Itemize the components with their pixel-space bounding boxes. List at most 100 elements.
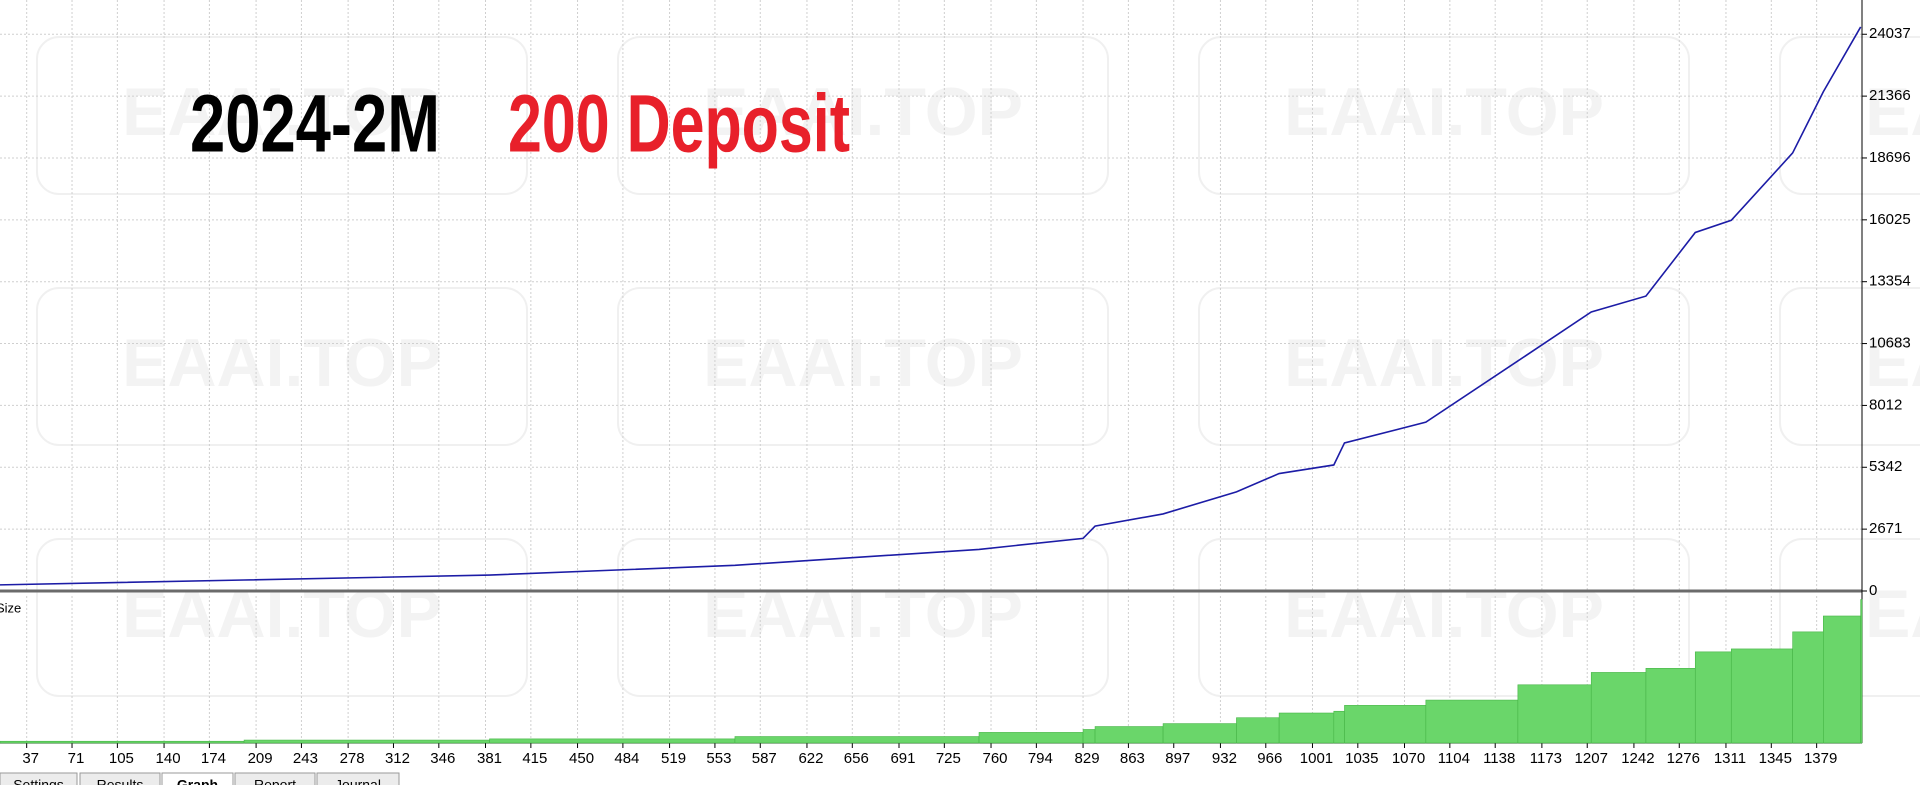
x-tick-label: 346 xyxy=(430,750,455,767)
watermark: EAAI.TOP xyxy=(122,576,442,652)
size-bar xyxy=(1792,631,1824,744)
size-bar xyxy=(1278,712,1335,744)
x-tick-label: 1173 xyxy=(1530,750,1562,767)
watermarks: EAAI.TOP EAAI.TOP EAAI.TOP EAAI.TOP EAAI.TOP… xyxy=(36,36,1920,697)
x-tick-label: 1035 xyxy=(1345,750,1378,767)
x-tick-label: 1379 xyxy=(1804,750,1837,767)
size-bar xyxy=(1730,648,1793,744)
x-tick-label: 1207 xyxy=(1575,750,1608,767)
y-tick-label: 8012 xyxy=(1869,396,1902,413)
y-tick-label: 13354 xyxy=(1869,273,1911,290)
equity-line xyxy=(0,26,1862,586)
watermark: EAAI.TOP xyxy=(1865,74,1920,150)
x-tick-label: 519 xyxy=(661,750,686,767)
y-tick-label: 21366 xyxy=(1869,87,1911,104)
x-tick-label: 71 xyxy=(68,750,85,767)
x-tick-label: 450 xyxy=(569,750,594,767)
x-tick-label: 1001 xyxy=(1300,750,1333,767)
size-bar xyxy=(1236,717,1280,744)
title-annotation: 200 Deposit xyxy=(508,79,850,170)
x-tick-label: 37 xyxy=(22,750,39,767)
size-bar xyxy=(1425,699,1519,744)
tab-label[interactable]: Settings xyxy=(13,777,64,785)
size-bar xyxy=(1823,615,1861,744)
tab[interactable] xyxy=(0,772,78,785)
tab-label[interactable]: Graph xyxy=(177,777,218,785)
size-bar xyxy=(1082,729,1096,744)
watermark: EAAI.TOP xyxy=(703,325,1023,401)
x-tick-label: 1104 xyxy=(1438,750,1470,767)
watermark-box xyxy=(1198,287,1690,446)
x-tick-label: 760 xyxy=(983,750,1008,767)
size-bar xyxy=(1094,726,1164,744)
x-tick-label: 1070 xyxy=(1392,750,1425,767)
x-tick-label: 587 xyxy=(752,750,777,767)
size-bar xyxy=(1333,710,1345,744)
x-tick-label: 174 xyxy=(201,750,226,767)
y-tick-label: 18696 xyxy=(1869,149,1911,166)
tab-label[interactable]: Report xyxy=(254,777,296,785)
y-tick-label: 5342 xyxy=(1869,458,1902,475)
tab-label[interactable]: Results xyxy=(97,777,144,785)
tab[interactable] xyxy=(161,772,234,785)
x-tick-label: 278 xyxy=(340,750,365,767)
x-tick-label: 691 xyxy=(890,750,915,767)
watermark-box xyxy=(1779,538,1920,697)
x-tick-label: 312 xyxy=(385,750,410,767)
size-bar xyxy=(489,738,736,744)
tab-label[interactable]: Journal xyxy=(335,777,381,785)
watermark-box xyxy=(1779,36,1920,195)
y-tick-label: 16025 xyxy=(1869,211,1911,228)
tab[interactable] xyxy=(316,772,400,785)
x-tick-label: 656 xyxy=(844,750,869,767)
x-tick-label: 863 xyxy=(1120,750,1145,767)
size-bar xyxy=(734,736,980,744)
tab-bar: Settings Results Graph Report Journal xyxy=(0,772,400,785)
x-tick-label: 1345 xyxy=(1759,750,1792,767)
watermark: EAAI.TOP xyxy=(122,325,442,401)
x-tick-label: 932 xyxy=(1212,750,1237,767)
x-tick-label: 140 xyxy=(156,750,181,767)
watermark-box xyxy=(36,538,528,697)
watermark-box xyxy=(36,287,528,446)
size-bar xyxy=(1860,599,1863,744)
watermark: EAAI.TOP xyxy=(703,576,1023,652)
watermark: EAAI.TOP xyxy=(1865,325,1920,401)
watermark-box xyxy=(617,287,1109,446)
watermark: EAAI.TOP xyxy=(122,74,442,150)
title-annotation: 2024-2M xyxy=(190,79,440,170)
watermark: EAAI.TOP xyxy=(1284,325,1604,401)
x-tick-label: 105 xyxy=(109,750,134,767)
x-tick-label: 209 xyxy=(248,750,273,767)
y-tick-label: 0 xyxy=(1869,582,1877,599)
watermark-box xyxy=(1198,538,1690,697)
x-tick-label: 725 xyxy=(936,750,961,767)
x-tick-label: 794 xyxy=(1028,750,1053,767)
tab[interactable] xyxy=(79,772,161,785)
x-tick-label: 829 xyxy=(1075,750,1100,767)
size-bar xyxy=(1344,705,1427,744)
x-tick-label: 1242 xyxy=(1621,750,1654,767)
plot: Size xyxy=(0,26,1863,744)
grid: 37 71 105 140 174 209 243 278 312 346 381 415 450 484… xyxy=(0,0,1911,767)
size-bar xyxy=(0,740,245,744)
watermark-box xyxy=(1779,287,1920,446)
x-tick-label: 381 xyxy=(477,750,502,767)
watermark-box xyxy=(617,538,1109,697)
watermark-box xyxy=(617,36,1109,195)
size-bar xyxy=(1694,651,1732,744)
y-tick-label: 10683 xyxy=(1869,335,1911,352)
watermark: EAAI.TOP xyxy=(1284,74,1604,150)
watermark: EAAI.TOP xyxy=(703,74,1023,150)
watermark: EAAI.TOP xyxy=(1865,576,1920,652)
size-bar xyxy=(243,739,490,744)
x-tick-label: 966 xyxy=(1257,750,1282,767)
panel-label: Size xyxy=(0,600,21,615)
watermark-box xyxy=(36,36,528,195)
x-tick-label: 622 xyxy=(798,750,823,767)
x-tick-label: 897 xyxy=(1165,750,1190,767)
x-tick-label: 1138 xyxy=(1483,750,1515,767)
tab[interactable] xyxy=(234,772,316,785)
